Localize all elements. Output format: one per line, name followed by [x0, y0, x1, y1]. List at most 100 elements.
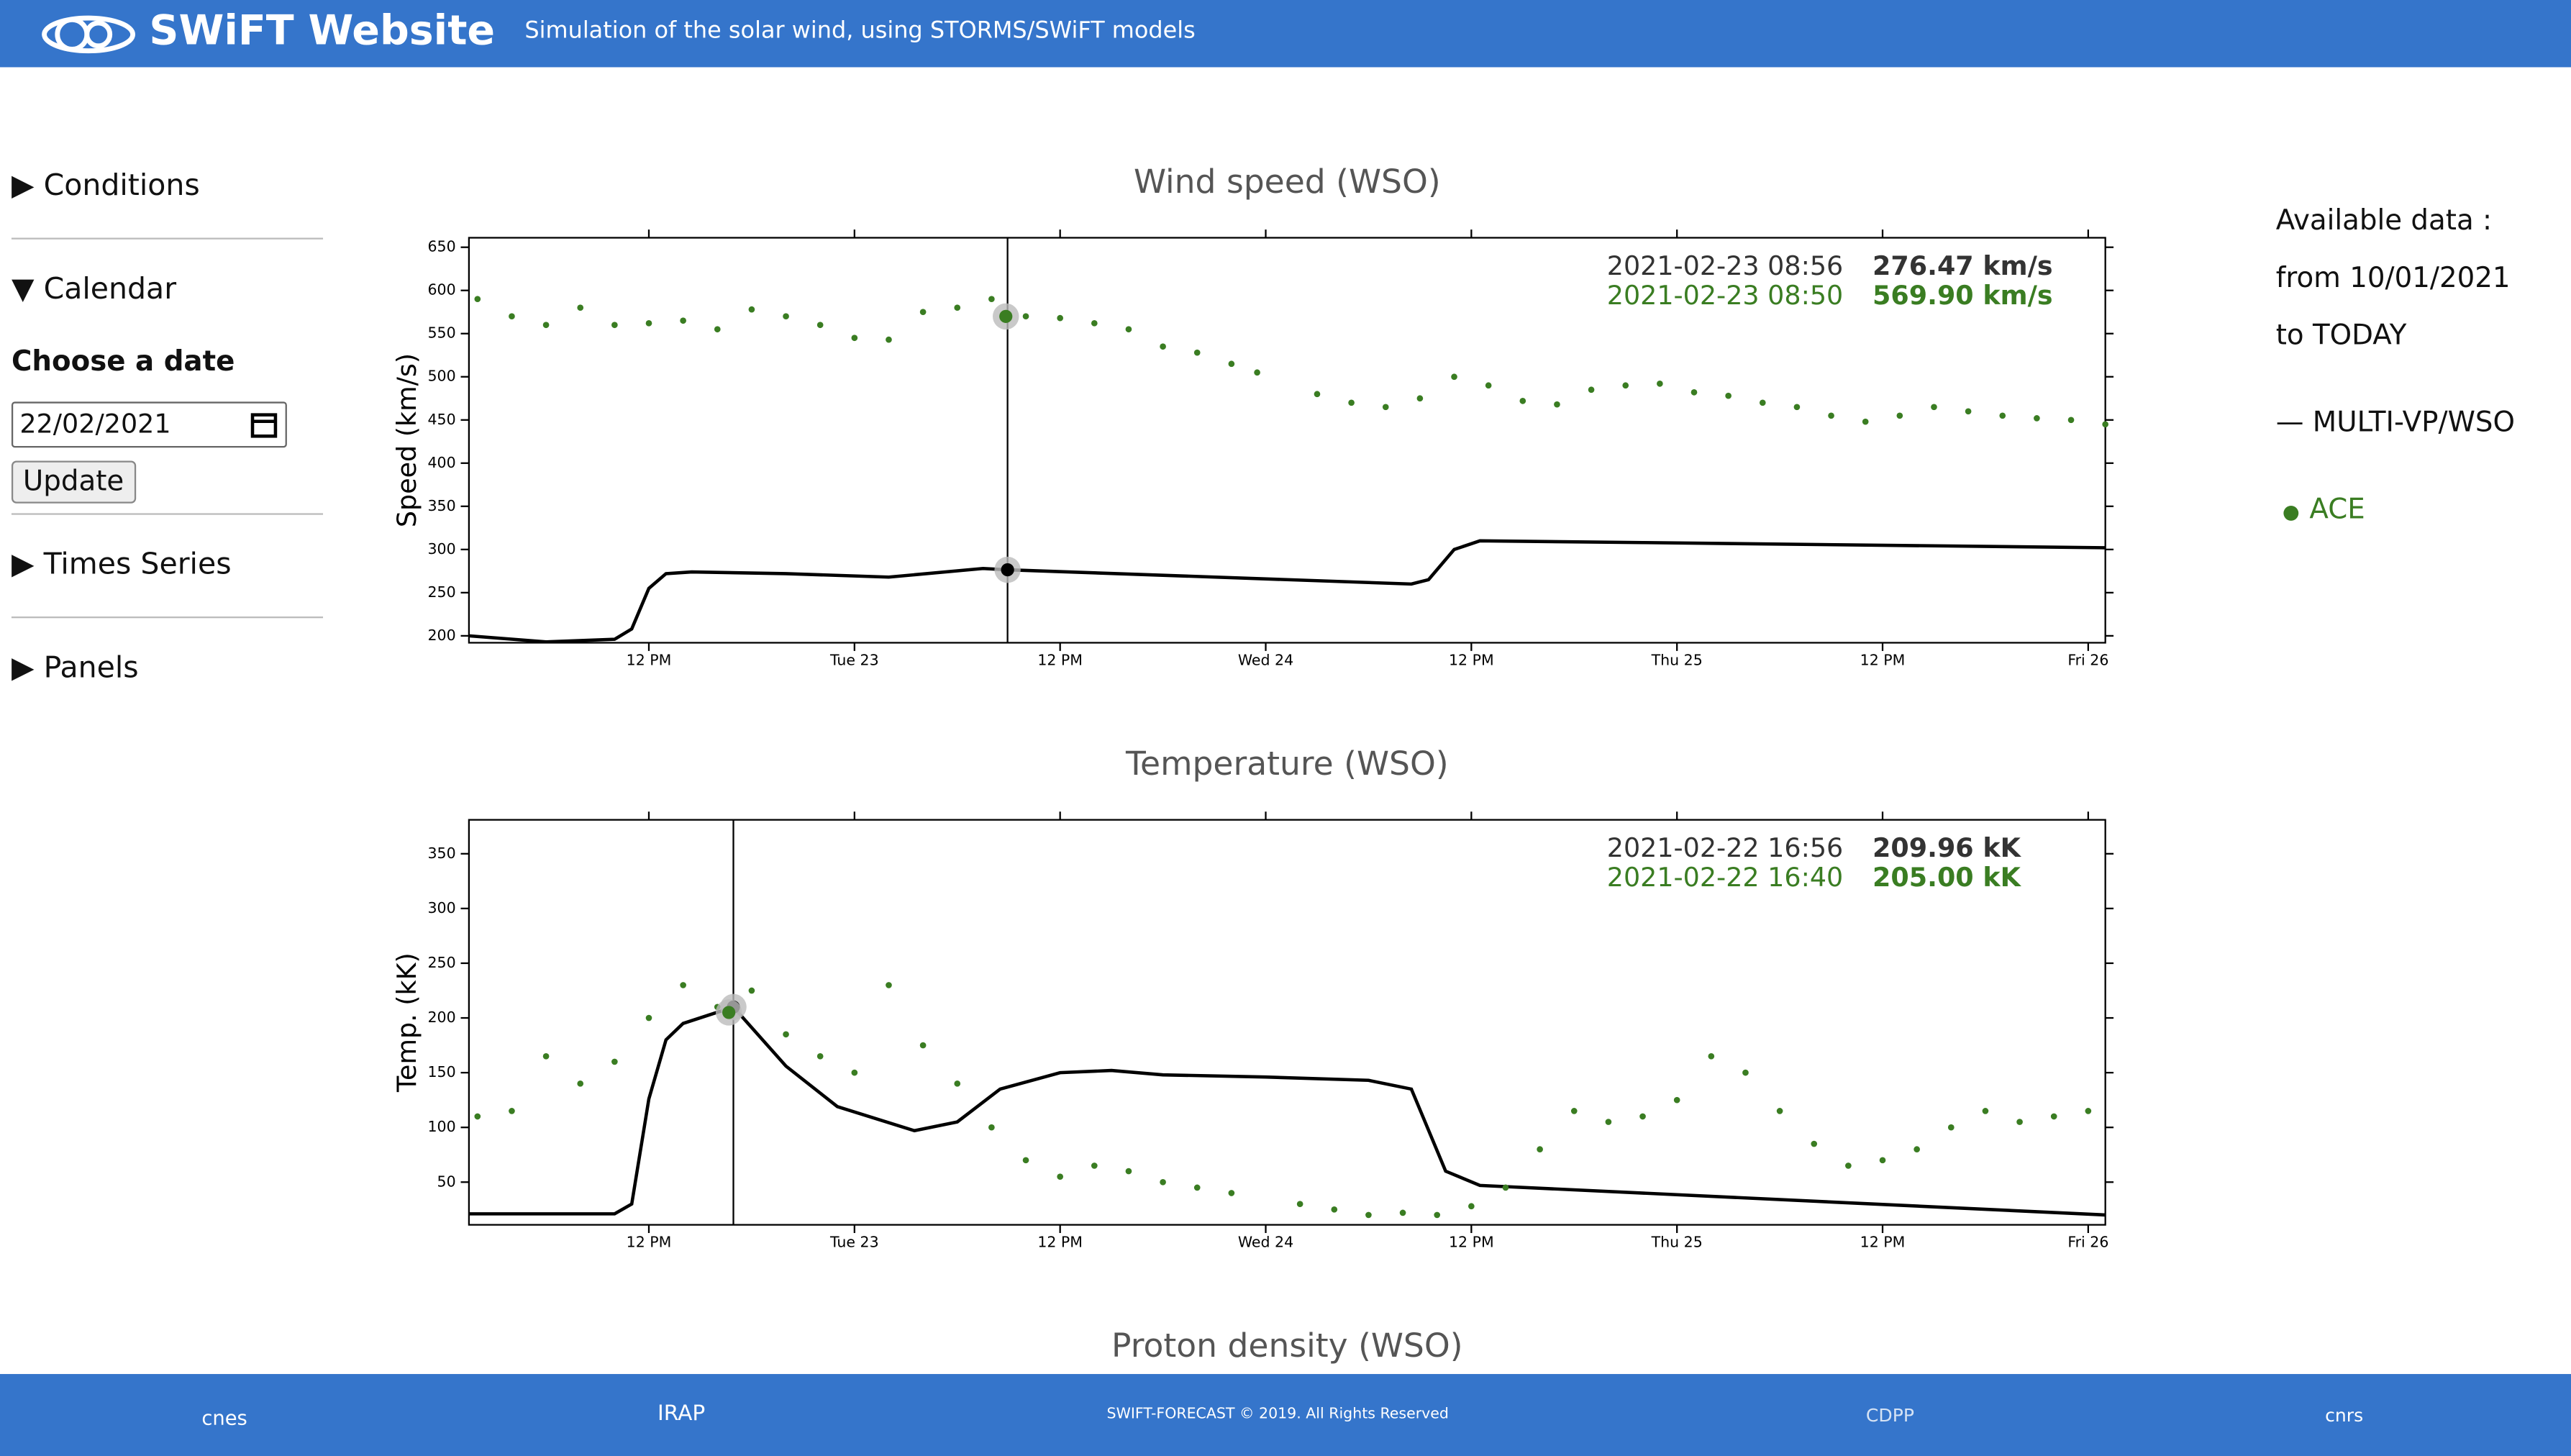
data-point — [1160, 343, 1166, 350]
data-point — [1254, 369, 1260, 376]
section-toggle[interactable]: ▶ Panels — [11, 650, 139, 686]
legend-entry: ● ACE — [2282, 493, 2365, 527]
data-point — [611, 1058, 618, 1065]
x-tick-label: Tue 23 — [829, 1234, 879, 1251]
data-point — [1057, 1173, 1064, 1180]
data-point — [919, 1042, 927, 1049]
data-point — [816, 1052, 824, 1060]
data-point — [851, 1069, 858, 1076]
x-tick-label: 12 PM — [1037, 652, 1083, 669]
data-point — [1485, 382, 1492, 389]
y-tick-label: 150 — [428, 1063, 456, 1080]
hover-date: 2021-02-23 08:50 — [1607, 280, 1844, 311]
y-tick-label: 350 — [428, 845, 456, 862]
divider — [11, 513, 324, 515]
x-tick-label: 12 PM — [1037, 1234, 1083, 1251]
data-point — [886, 982, 892, 988]
footer: cnes IRAP SWIFT-FORECAST © 2019. All Rig… — [0, 1374, 2571, 1456]
chart-title: Wind speed (WSO) — [1134, 163, 1441, 201]
hover-value: 569.90 km/s — [1872, 280, 2053, 311]
data-point — [1982, 1108, 1989, 1114]
data-point — [1434, 1211, 1441, 1219]
calendar-icon — [250, 413, 278, 438]
data-point — [1228, 360, 1235, 368]
section-toggle[interactable]: ▶ Conditions — [11, 168, 200, 204]
data-point — [1296, 1201, 1303, 1208]
data-point — [1091, 320, 1098, 327]
data-point — [1828, 412, 1834, 419]
chart-title: Proton density (WSO) — [1111, 1327, 1462, 1365]
data-point — [1862, 418, 1869, 425]
data-point — [1125, 326, 1132, 333]
data-point — [1022, 313, 1029, 320]
data-point — [645, 1014, 652, 1022]
x-tick-label: Thu 25 — [1651, 1234, 1703, 1251]
y-tick-label: 500 — [428, 368, 456, 385]
data-point — [1811, 1140, 1818, 1147]
y-tick-label: 200 — [428, 627, 456, 644]
data-point — [1588, 386, 1595, 393]
x-tick-label: 12 PM — [627, 1234, 672, 1251]
y-tick-label: 650 — [428, 238, 456, 255]
hover-value: 209.96 kK — [1872, 832, 2022, 863]
x-tick-label: Thu 25 — [1651, 652, 1703, 669]
x-tick-label: Fri 26 — [2067, 652, 2108, 669]
data-point — [1657, 381, 1663, 387]
section-label: Calendar — [43, 272, 177, 307]
data-point — [1228, 1190, 1235, 1196]
data-point — [2067, 417, 2075, 424]
x-tick-label: Fri 26 — [2067, 1234, 2108, 1251]
data-point — [2016, 1119, 2023, 1125]
data-point — [2102, 421, 2109, 428]
data-point — [1160, 1178, 1166, 1186]
date-input[interactable]: 22/02/2021 — [11, 401, 287, 448]
x-tick-label: 12 PM — [627, 652, 672, 669]
divider — [11, 237, 324, 240]
data-point — [954, 1080, 961, 1087]
data-point — [1468, 1203, 1475, 1210]
hover-date: 2021-02-23 08:56 — [1607, 250, 1844, 281]
data-point — [1193, 349, 1201, 356]
footer-logo: cnrs — [2325, 1405, 2364, 1427]
plot-frame — [468, 819, 2106, 1226]
data-point — [851, 335, 858, 342]
data-point — [577, 304, 584, 311]
section-label: Panels — [43, 650, 139, 686]
footer-link[interactable]: IRAP — [657, 1401, 706, 1427]
data-point — [1125, 1168, 1132, 1175]
section-label: Times Series — [43, 547, 232, 583]
legend-label: ACE — [2309, 493, 2365, 527]
hover-value: 276.47 km/s — [1872, 250, 2053, 281]
section-toggle[interactable]: ▼ Calendar — [11, 272, 177, 307]
data-point — [1931, 404, 1937, 411]
y-tick-label: 350 — [428, 497, 456, 514]
x-tick-label: Wed 24 — [1238, 1234, 1293, 1251]
data-point — [1416, 395, 1424, 402]
info-line: from 10/01/2021 — [2275, 262, 2511, 296]
data-point — [1914, 1146, 1920, 1152]
data-point — [783, 1031, 789, 1038]
hover-date: 2021-02-22 16:56 — [1607, 832, 1844, 863]
data-point — [1022, 1157, 1029, 1164]
x-tick-label: 12 PM — [1860, 652, 1906, 669]
data-point — [1331, 1206, 1338, 1213]
x-tick-label: 12 PM — [1449, 1234, 1494, 1251]
data-point — [1742, 1069, 1749, 1076]
data-point — [1673, 1096, 1680, 1104]
section-toggle[interactable]: ▶ Times Series — [11, 547, 232, 583]
date-heading: Choose a date — [11, 345, 235, 379]
y-tick-label: 250 — [428, 954, 456, 971]
plot-frame — [468, 237, 2106, 644]
x-tick-label: Wed 24 — [1238, 652, 1293, 669]
data-point — [474, 296, 481, 303]
y-tick-label: 50 — [437, 1173, 456, 1190]
data-point — [1365, 1211, 1372, 1219]
date-value: 22/02/2021 — [19, 408, 171, 440]
data-point — [1570, 1108, 1578, 1114]
data-point — [611, 322, 618, 329]
data-point — [2034, 415, 2040, 422]
data-point — [988, 1124, 995, 1131]
update-button[interactable]: Update — [11, 460, 136, 504]
data-point — [1348, 399, 1355, 406]
footer-logo: cnes — [201, 1406, 247, 1430]
